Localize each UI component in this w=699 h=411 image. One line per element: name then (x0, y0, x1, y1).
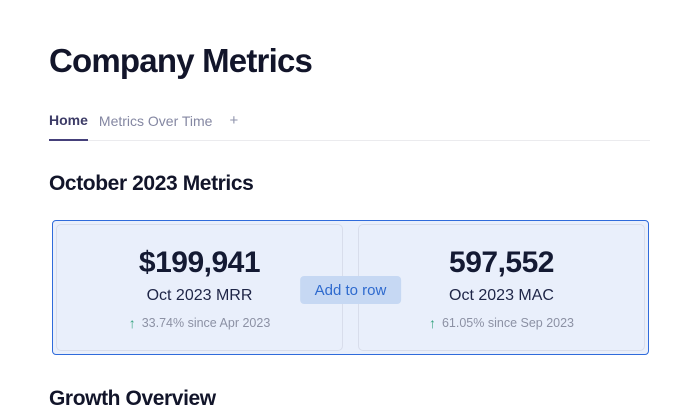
metric-value: 597,552 (449, 245, 554, 279)
metric-label: Oct 2023 MRR (146, 286, 253, 304)
metric-card-row: $199,941 Oct 2023 MRR ↑ 33.74% since Apr… (52, 220, 649, 355)
metric-delta-text: 61.05% since Sep 2023 (441, 315, 575, 330)
metric-delta-text: 33.74% since Apr 2023 (141, 315, 271, 330)
metric-delta: ↑ 61.05% since Sep 2023 (429, 316, 574, 330)
metric-delta: ↑ 33.74% since Apr 2023 (129, 316, 271, 330)
metric-label: Oct 2023 MAC (449, 286, 554, 304)
metric-value: $199,941 (138, 245, 261, 279)
metric-tile-mac[interactable]: 597,552 Oct 2023 MAC ↑ 61.05% since Sep … (358, 224, 645, 351)
section-heading-october-metrics: October 2023 Metrics (49, 172, 254, 195)
add-tab-button[interactable]: + (229, 112, 238, 140)
tab-metrics-over-time[interactable]: Metrics Over Time (98, 113, 213, 129)
metric-tile-mrr[interactable]: $199,941 Oct 2023 MRR ↑ 33.74% since Apr… (56, 224, 343, 351)
arrow-up-icon: ↑ (128, 314, 136, 331)
section-heading-growth-overview: Growth Overview (49, 387, 216, 410)
tab-bar: Home Metrics Over Time + (49, 112, 650, 141)
arrow-up-icon: ↑ (428, 314, 436, 331)
plus-icon: + (229, 112, 239, 129)
page-title: Company Metrics (49, 42, 313, 79)
add-to-row-button[interactable]: Add to row (299, 276, 402, 304)
tab-home[interactable]: Home (49, 112, 88, 141)
